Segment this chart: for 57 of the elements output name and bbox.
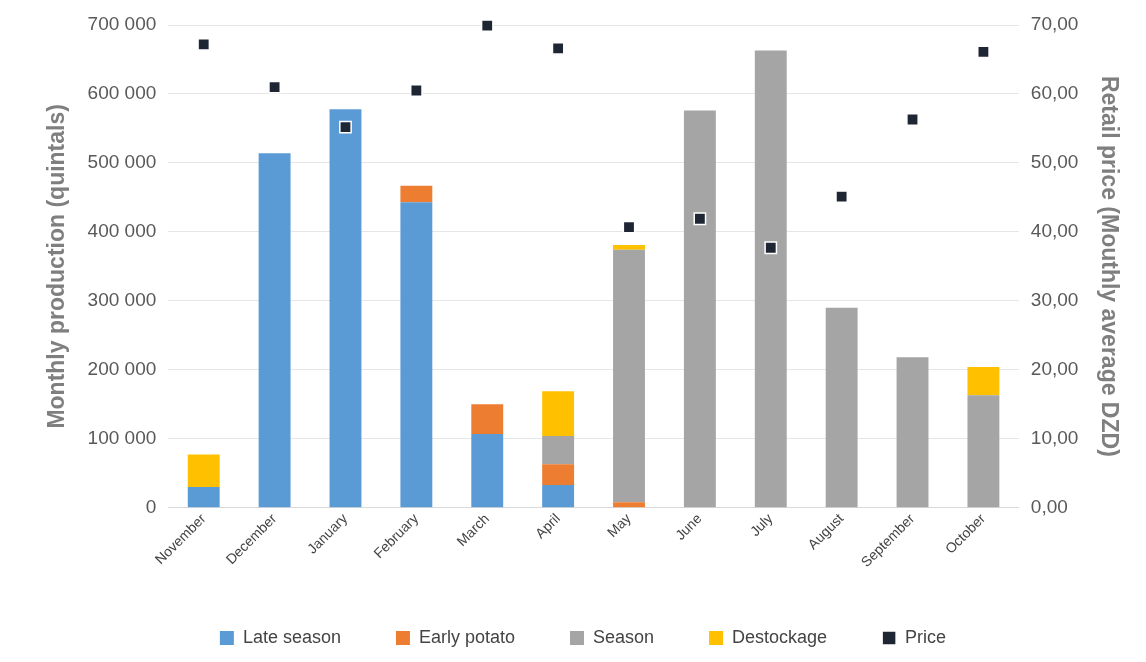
y2-tick-label: 60,00 (1030, 82, 1079, 104)
bar (754, 50, 787, 508)
point (764, 241, 778, 255)
bar (613, 502, 645, 508)
y2-tick-label: 50,00 (1030, 151, 1079, 173)
bar (542, 391, 575, 436)
bar (613, 244, 645, 250)
bar (967, 395, 1000, 508)
y2-tick-label: 30,00 (1030, 289, 1079, 311)
point (693, 212, 707, 226)
y2-tick-label: 10,00 (1030, 426, 1079, 448)
x-tick-label: July (746, 510, 776, 540)
bar (471, 433, 504, 508)
y2-axis-title: Retail price (Mouthly average DZD) (1096, 75, 1123, 457)
legend-label: Season (593, 626, 655, 647)
point (409, 84, 423, 97)
point (268, 80, 282, 94)
y-tick-label: 200 000 (87, 358, 157, 380)
y-tick-label: 400 000 (87, 220, 157, 242)
y-tick-label: 500 000 (87, 151, 157, 173)
x-tick-label: May (603, 510, 634, 541)
point (835, 190, 849, 204)
bar (542, 484, 575, 508)
y2-tick-label: 0,00 (1030, 495, 1068, 517)
y-tick-label: 100 000 (87, 426, 157, 448)
bar (683, 110, 716, 508)
bar (258, 153, 291, 508)
point (339, 120, 352, 134)
y2-tick-label: 20,00 (1030, 358, 1079, 380)
y-tick-label: 0 (145, 495, 157, 517)
bar (400, 185, 433, 203)
bar (542, 464, 575, 485)
bar (896, 357, 929, 508)
bar (187, 454, 220, 488)
y-axis-title: Monthly production (quintals) (43, 104, 70, 429)
bar (613, 249, 645, 503)
y-tick-label: 300 000 (87, 289, 157, 311)
y-tick-label: 600 000 (87, 82, 157, 104)
y2-tick-label: 40,00 (1030, 220, 1079, 242)
point (977, 45, 990, 59)
bar (825, 307, 858, 508)
y-tick-label: 700 000 (87, 13, 157, 35)
legend-label: Price (905, 626, 947, 647)
point (480, 19, 494, 33)
point (906, 113, 919, 126)
point (197, 37, 211, 51)
bar (471, 404, 504, 434)
legend-label: Early potato (418, 626, 516, 647)
bar (329, 109, 362, 508)
point (551, 42, 565, 55)
bar (542, 435, 575, 465)
bar (400, 202, 433, 508)
y2-tick-label: 70,00 (1030, 13, 1079, 35)
legend-label: Destockage (732, 626, 828, 647)
bar (187, 487, 220, 508)
bar (967, 367, 1000, 396)
legend-label: Late season (242, 626, 341, 647)
